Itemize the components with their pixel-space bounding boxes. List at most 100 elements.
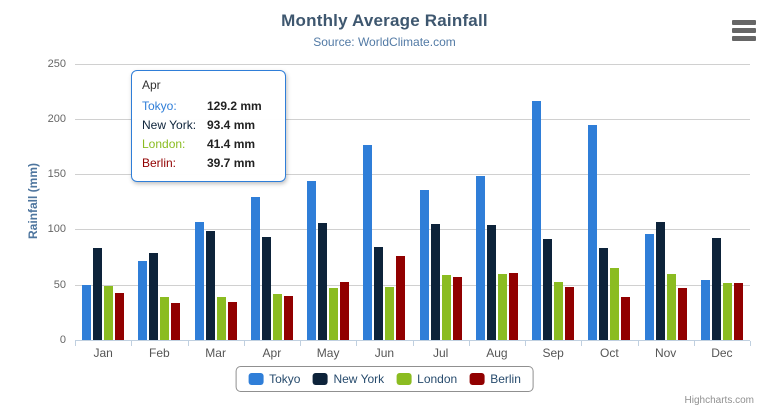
column-bar[interactable] [194, 222, 204, 340]
column-bar[interactable] [565, 287, 575, 340]
column-bar[interactable] [419, 190, 429, 340]
x-axis-label: Jul [432, 346, 449, 360]
x-axis-label: May [316, 346, 340, 360]
column-bar[interactable] [610, 267, 620, 340]
column-bar[interactable] [486, 224, 496, 340]
tooltip-row: New York: 93.4 mm [142, 116, 275, 135]
legend-swatch [312, 373, 328, 385]
column-bar[interactable] [543, 239, 553, 340]
credits-link[interactable]: Highcharts.com [684, 395, 754, 406]
x-axis-line [75, 340, 750, 341]
column-bar[interactable] [307, 180, 317, 340]
column-bar[interactable] [138, 260, 148, 340]
chart-title: Monthly Average Rainfall [281, 11, 488, 30]
column-bar[interactable] [430, 223, 440, 340]
column-bar[interactable] [722, 283, 732, 340]
column-bar[interactable] [666, 274, 676, 340]
column-bar[interactable] [104, 285, 114, 340]
column-bar[interactable] [396, 256, 406, 340]
column-bar[interactable] [115, 293, 125, 340]
x-axis-tick [637, 341, 639, 346]
x-axis-tick [412, 341, 414, 346]
column-bar[interactable] [441, 274, 451, 340]
gridline [75, 63, 750, 65]
column-bar[interactable] [508, 273, 518, 340]
tooltip-series-value: 39.7 mm [207, 156, 256, 170]
x-axis-label: Oct [600, 346, 619, 360]
y-axis-label: 0 [59, 334, 66, 346]
y-axis-label: 50 [53, 278, 66, 291]
column-bar[interactable] [621, 296, 631, 340]
tooltip-series-label: Berlin: [142, 156, 177, 170]
column-bar[interactable] [385, 286, 395, 340]
gridline [75, 284, 750, 286]
column-bar[interactable] [599, 247, 609, 340]
column-bar[interactable] [554, 282, 564, 340]
column-bar[interactable] [475, 175, 485, 340]
legend-item-new-york[interactable]: New York [312, 372, 384, 386]
legend-item-label: New York [333, 372, 385, 386]
y-axis-label: 200 [47, 112, 66, 125]
column-bar[interactable] [250, 197, 260, 340]
column-bar[interactable] [261, 236, 271, 340]
column-bar[interactable] [283, 296, 293, 340]
column-bar[interactable] [93, 247, 103, 340]
column-bar[interactable] [82, 284, 92, 340]
column-bar[interactable] [272, 294, 282, 340]
tooltip-series-value: 129.2 mm [207, 99, 262, 113]
column-bar[interactable] [329, 288, 339, 340]
column-bar[interactable] [655, 222, 665, 340]
column-bar[interactable] [497, 274, 507, 340]
legend-item-berlin[interactable]: Berlin [469, 372, 521, 386]
x-axis-label: Mar [205, 346, 226, 360]
tooltip-series-value: 93.4 mm [207, 118, 256, 132]
column-bar[interactable] [160, 297, 170, 340]
tooltip-row: London: 41.4 mm [142, 135, 275, 154]
column-bar[interactable] [532, 100, 542, 340]
x-axis-tick [356, 341, 358, 346]
column-bar[interactable] [733, 283, 743, 340]
y-axis-label: 150 [47, 168, 66, 181]
x-axis-label: Jan [93, 346, 113, 360]
legend-item-label: Tokyo [269, 372, 301, 386]
tooltip-rows: Tokyo: 129.2 mm New York: 93.4 mm London: 41.… [142, 97, 275, 173]
column-bar[interactable] [227, 301, 237, 340]
legend-item-label: London [417, 372, 458, 386]
y-axis-label: 100 [47, 223, 66, 236]
column-bar[interactable] [149, 252, 159, 340]
x-axis-tick [525, 341, 526, 346]
legend-swatch [396, 373, 412, 385]
gridline [75, 229, 750, 231]
tooltip-series-label: New York: [142, 118, 197, 132]
column-bar[interactable] [340, 281, 350, 340]
tooltip-series-value: 41.4 mm [207, 137, 256, 151]
export-menu-button[interactable] [730, 18, 758, 44]
x-axis-tick [693, 341, 695, 346]
legend-item-london[interactable]: London [396, 372, 457, 386]
x-axis-tick [243, 341, 245, 346]
column-bar[interactable] [677, 288, 687, 340]
x-axis-label: Apr [262, 346, 282, 360]
column-bar[interactable] [452, 276, 462, 340]
column-bar[interactable] [588, 125, 598, 340]
column-bar[interactable] [374, 246, 384, 340]
tooltip: Apr Tokyo: 129.2 mm New York: 93.4 mm London… [131, 70, 286, 182]
column-bar[interactable] [216, 296, 226, 340]
column-bar[interactable] [171, 303, 181, 340]
column-bar[interactable] [363, 145, 373, 340]
hamburger-icon [732, 20, 756, 41]
gridline [75, 118, 750, 120]
column-bar[interactable] [205, 231, 215, 340]
legend-item-tokyo[interactable]: Tokyo [248, 372, 300, 386]
column-bar[interactable] [700, 279, 710, 340]
column-bar[interactable] [711, 237, 721, 340]
gridline [75, 174, 750, 176]
column-bar[interactable] [644, 234, 654, 340]
x-axis-tick [187, 341, 189, 346]
legend-swatch [248, 373, 264, 385]
column-bar[interactable] [318, 222, 328, 340]
x-axis-tick [131, 341, 133, 346]
x-axis-label: Nov [654, 346, 677, 360]
x-axis-tick [300, 341, 301, 346]
